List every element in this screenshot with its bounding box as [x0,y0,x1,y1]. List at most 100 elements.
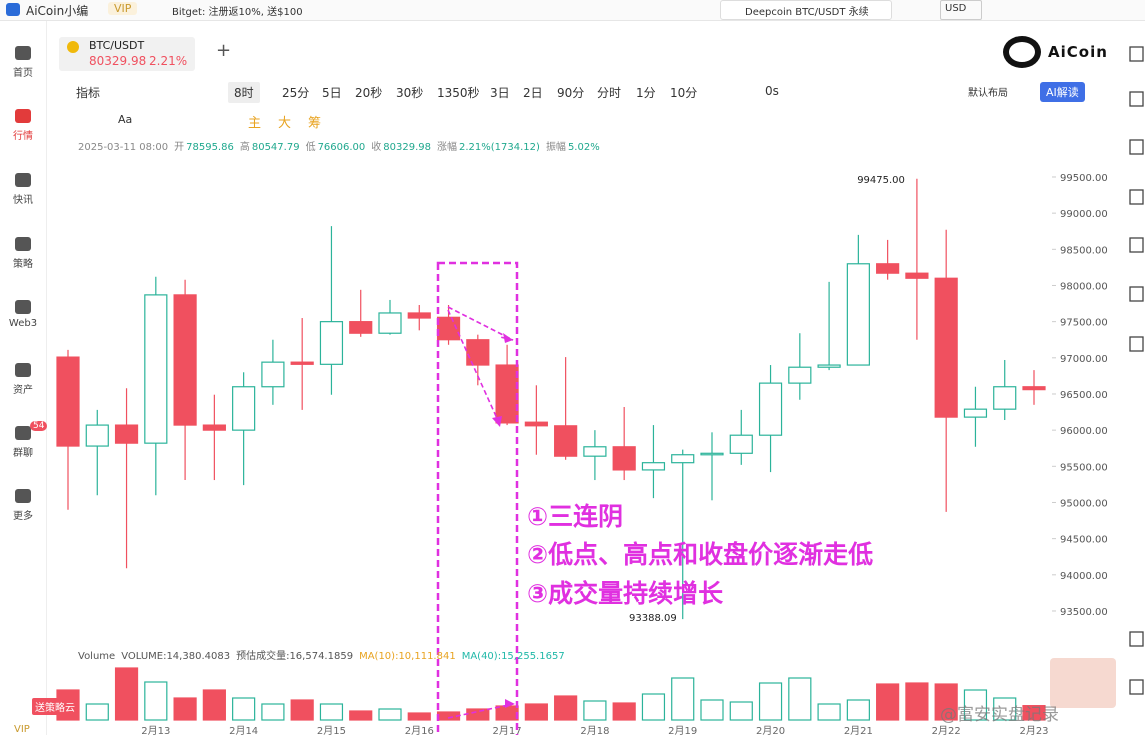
volume-bar [407,712,431,721]
top-bar: AiCoin小编 VIP Bitget: 注册返10%, 送$100 Deepc… [0,0,1145,21]
nav-item[interactable]: 群聊 [0,426,46,459]
floating-ad[interactable] [1050,658,1116,708]
countdown[interactable]: 0s [765,84,779,98]
nav-item[interactable]: 行情 [0,109,46,142]
y-tick-label: 99000.00 [1060,209,1108,220]
nav-label: 群聊 [13,448,33,459]
y-tick-label: 98000.00 [1060,281,1108,292]
interval-button[interactable]: 90分 [557,86,585,100]
info-value: 2.21%(1734.12) [459,142,540,153]
volume-bar [290,699,314,721]
nav-label: 更多 [13,511,33,522]
info-value: 80547.79 [251,142,300,153]
rail-icon [1129,139,1144,155]
y-tick-label: 97000.00 [1060,354,1108,365]
nav-label: 策略 [13,259,33,270]
nav-icon [15,300,31,314]
app-icon [6,3,20,16]
volume-readout: VOLUME:14,380.4083 [121,651,231,662]
candle-body [436,316,461,341]
interval-button[interactable]: 20秒 [355,86,383,100]
promo-badge[interactable]: 送策略云 [32,698,78,715]
y-tick-label: 99500.00 [1060,173,1108,184]
nav-item[interactable]: 资产 [0,363,46,396]
tab-price: 80329.98 [89,54,147,68]
ohlc-info: 2025-03-11 08:00 开 78595.86 高 80547.79 低 76606… [62,138,606,153]
nav-item[interactable]: 快讯 [0,173,46,206]
interval-button[interactable]: 2日 [523,86,543,100]
chips-button[interactable]: 筹 [308,116,322,131]
large-order-button[interactable]: 大 [278,116,292,131]
text-tool[interactable]: Aa [118,113,133,126]
volume-bar [729,701,753,721]
candle-body [963,408,988,418]
candle-body [144,294,168,444]
layout-select[interactable]: 默认布局 [968,88,1008,99]
candle-body [290,361,314,365]
volume-bar [700,699,724,721]
x-tick-label: 2月16 [405,725,434,735]
volume-bar [993,697,1017,721]
candle-body [407,312,431,319]
main-chart-button[interactable]: 主 [248,116,262,131]
volume-bar [554,695,578,721]
x-tick-label: 2月21 [844,725,873,735]
toolbar: 指标 8时 25分 5日 20秒 30秒 1350秒 3日 2日 90分 分时 1分 10分 0s 默认布局… [0,82,1120,103]
ai-button[interactable]: AI解读 [1040,82,1085,102]
indicator-button[interactable]: 指标 [76,86,101,100]
rail-icon [1129,189,1144,205]
nav-item[interactable]: 更多 [0,489,46,522]
currency-select[interactable]: USD [940,0,982,20]
interval-button[interactable]: 1分 [636,86,656,100]
add-tab[interactable]: + [216,40,232,61]
x-tick-label: 2月23 [1019,725,1048,735]
app-name[interactable]: AiCoin小编 [26,4,89,18]
volume-bar [671,677,695,721]
nav-item[interactable]: 策略 [0,237,46,270]
brand: AiCoin [1048,43,1108,61]
nav-item[interactable]: Web3 [0,300,46,329]
candle-body [934,277,958,418]
ma10-readout: MA(10):10,111.841 [359,651,456,662]
info-value: 78595.86 [186,142,234,153]
interval-button[interactable]: 10分 [670,86,698,100]
promo[interactable]: Bitget: 注册返10%, 送$100 [172,7,303,18]
x-tick-label: 2月18 [580,725,609,735]
vip-link[interactable]: VIP [14,724,30,735]
nav-label: 资产 [13,385,33,396]
y-tick-label: 94500.00 [1060,535,1108,546]
interval-button[interactable]: 25分 [282,86,310,100]
max-label: 99475.00 [857,175,905,186]
symbol-tab[interactable]: BTC/USDT 80329.98 2.21% [59,37,195,71]
x-tick-label: 2月22 [932,725,961,735]
info-label: 收 [371,142,382,153]
search-box[interactable]: Deepcoin BTC/USDT 永续 [720,0,892,20]
period-select[interactable]: 8时 [228,82,260,103]
volume-bar [85,703,109,721]
vip-tag[interactable]: VIP [108,2,138,15]
interval-button[interactable]: 30秒 [396,86,424,100]
candle-body [700,452,724,456]
interval-button[interactable]: 1350秒 [437,86,480,100]
nav-badge: 54 [30,421,48,431]
rail-icon [1129,336,1144,352]
info-label: 低 [305,142,316,153]
interval-button[interactable]: 分时 [597,86,622,100]
nav-icon [15,237,31,251]
highlight-box [436,261,519,735]
volume-info: Volume VOLUME:14,380.4083 预估成交量:16,574.185… [62,647,565,662]
interval-button[interactable]: 5日 [322,86,342,100]
candle-body [612,446,636,471]
y-tick-label: 96000.00 [1060,426,1108,437]
x-tick-label: 2月20 [756,725,785,735]
x-tick-label: 2月17 [493,725,522,735]
candle-body [56,356,80,447]
x-tick-label: 2月19 [668,725,697,735]
candle-body [1022,386,1046,391]
nav-icon [15,426,31,440]
volume-arrow [447,703,514,719]
candle-body [319,321,344,365]
nav-item[interactable]: 首页 [0,46,46,79]
interval-button[interactable]: 3日 [490,86,510,100]
